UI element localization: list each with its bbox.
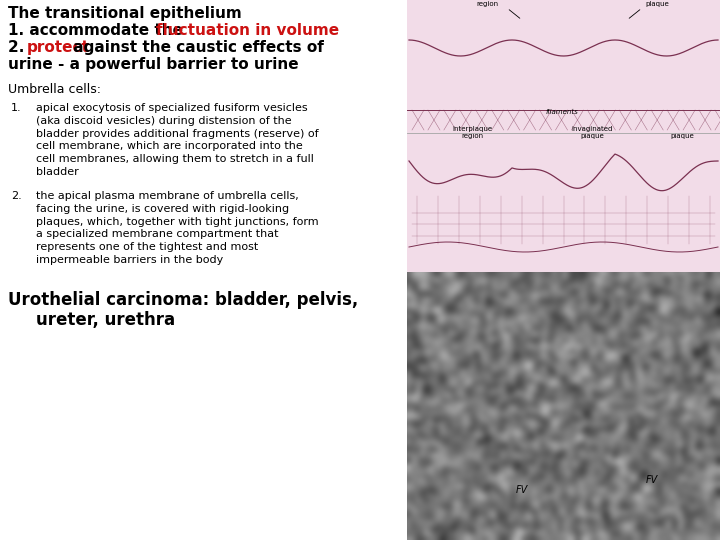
Text: 2.: 2. (11, 191, 22, 201)
Text: apical exocytosis of specialized fusiform vesicles
(aka discoid vesicles) during: apical exocytosis of specialized fusifor… (36, 103, 319, 177)
Bar (407, 0, 720, 133)
Text: filaments: filaments (546, 109, 578, 115)
Text: Umbrella cells:: Umbrella cells: (8, 83, 101, 96)
Text: the apical plasma membrane of umbrella cells,
facing the urine, is covered with : the apical plasma membrane of umbrella c… (36, 191, 319, 265)
Text: plaque: plaque (670, 133, 694, 139)
Text: 1.: 1. (11, 103, 22, 113)
Text: plaque: plaque (645, 1, 669, 7)
Text: Urothelial carcinoma: bladder, pelvis,: Urothelial carcinoma: bladder, pelvis, (8, 291, 359, 309)
Text: urine - a powerful barrier to urine: urine - a powerful barrier to urine (8, 57, 299, 72)
Text: fluctuation in volume: fluctuation in volume (156, 23, 339, 38)
Text: 1. accommodate the: 1. accommodate the (8, 23, 188, 38)
Text: FV: FV (516, 485, 528, 495)
Text: The transitional epithelium: The transitional epithelium (8, 6, 242, 21)
Text: invaginated
plaque: invaginated plaque (571, 126, 613, 139)
Text: 2.: 2. (8, 40, 30, 55)
Text: FV: FV (646, 475, 658, 485)
Text: protect: protect (27, 40, 90, 55)
Text: ureter, urethra: ureter, urethra (36, 311, 175, 329)
Text: interplaque
region: interplaque region (452, 126, 492, 139)
Text: against the caustic effects of: against the caustic effects of (68, 40, 324, 55)
Text: interplaque
region: interplaque region (467, 0, 507, 7)
Bar (407, 133, 720, 272)
